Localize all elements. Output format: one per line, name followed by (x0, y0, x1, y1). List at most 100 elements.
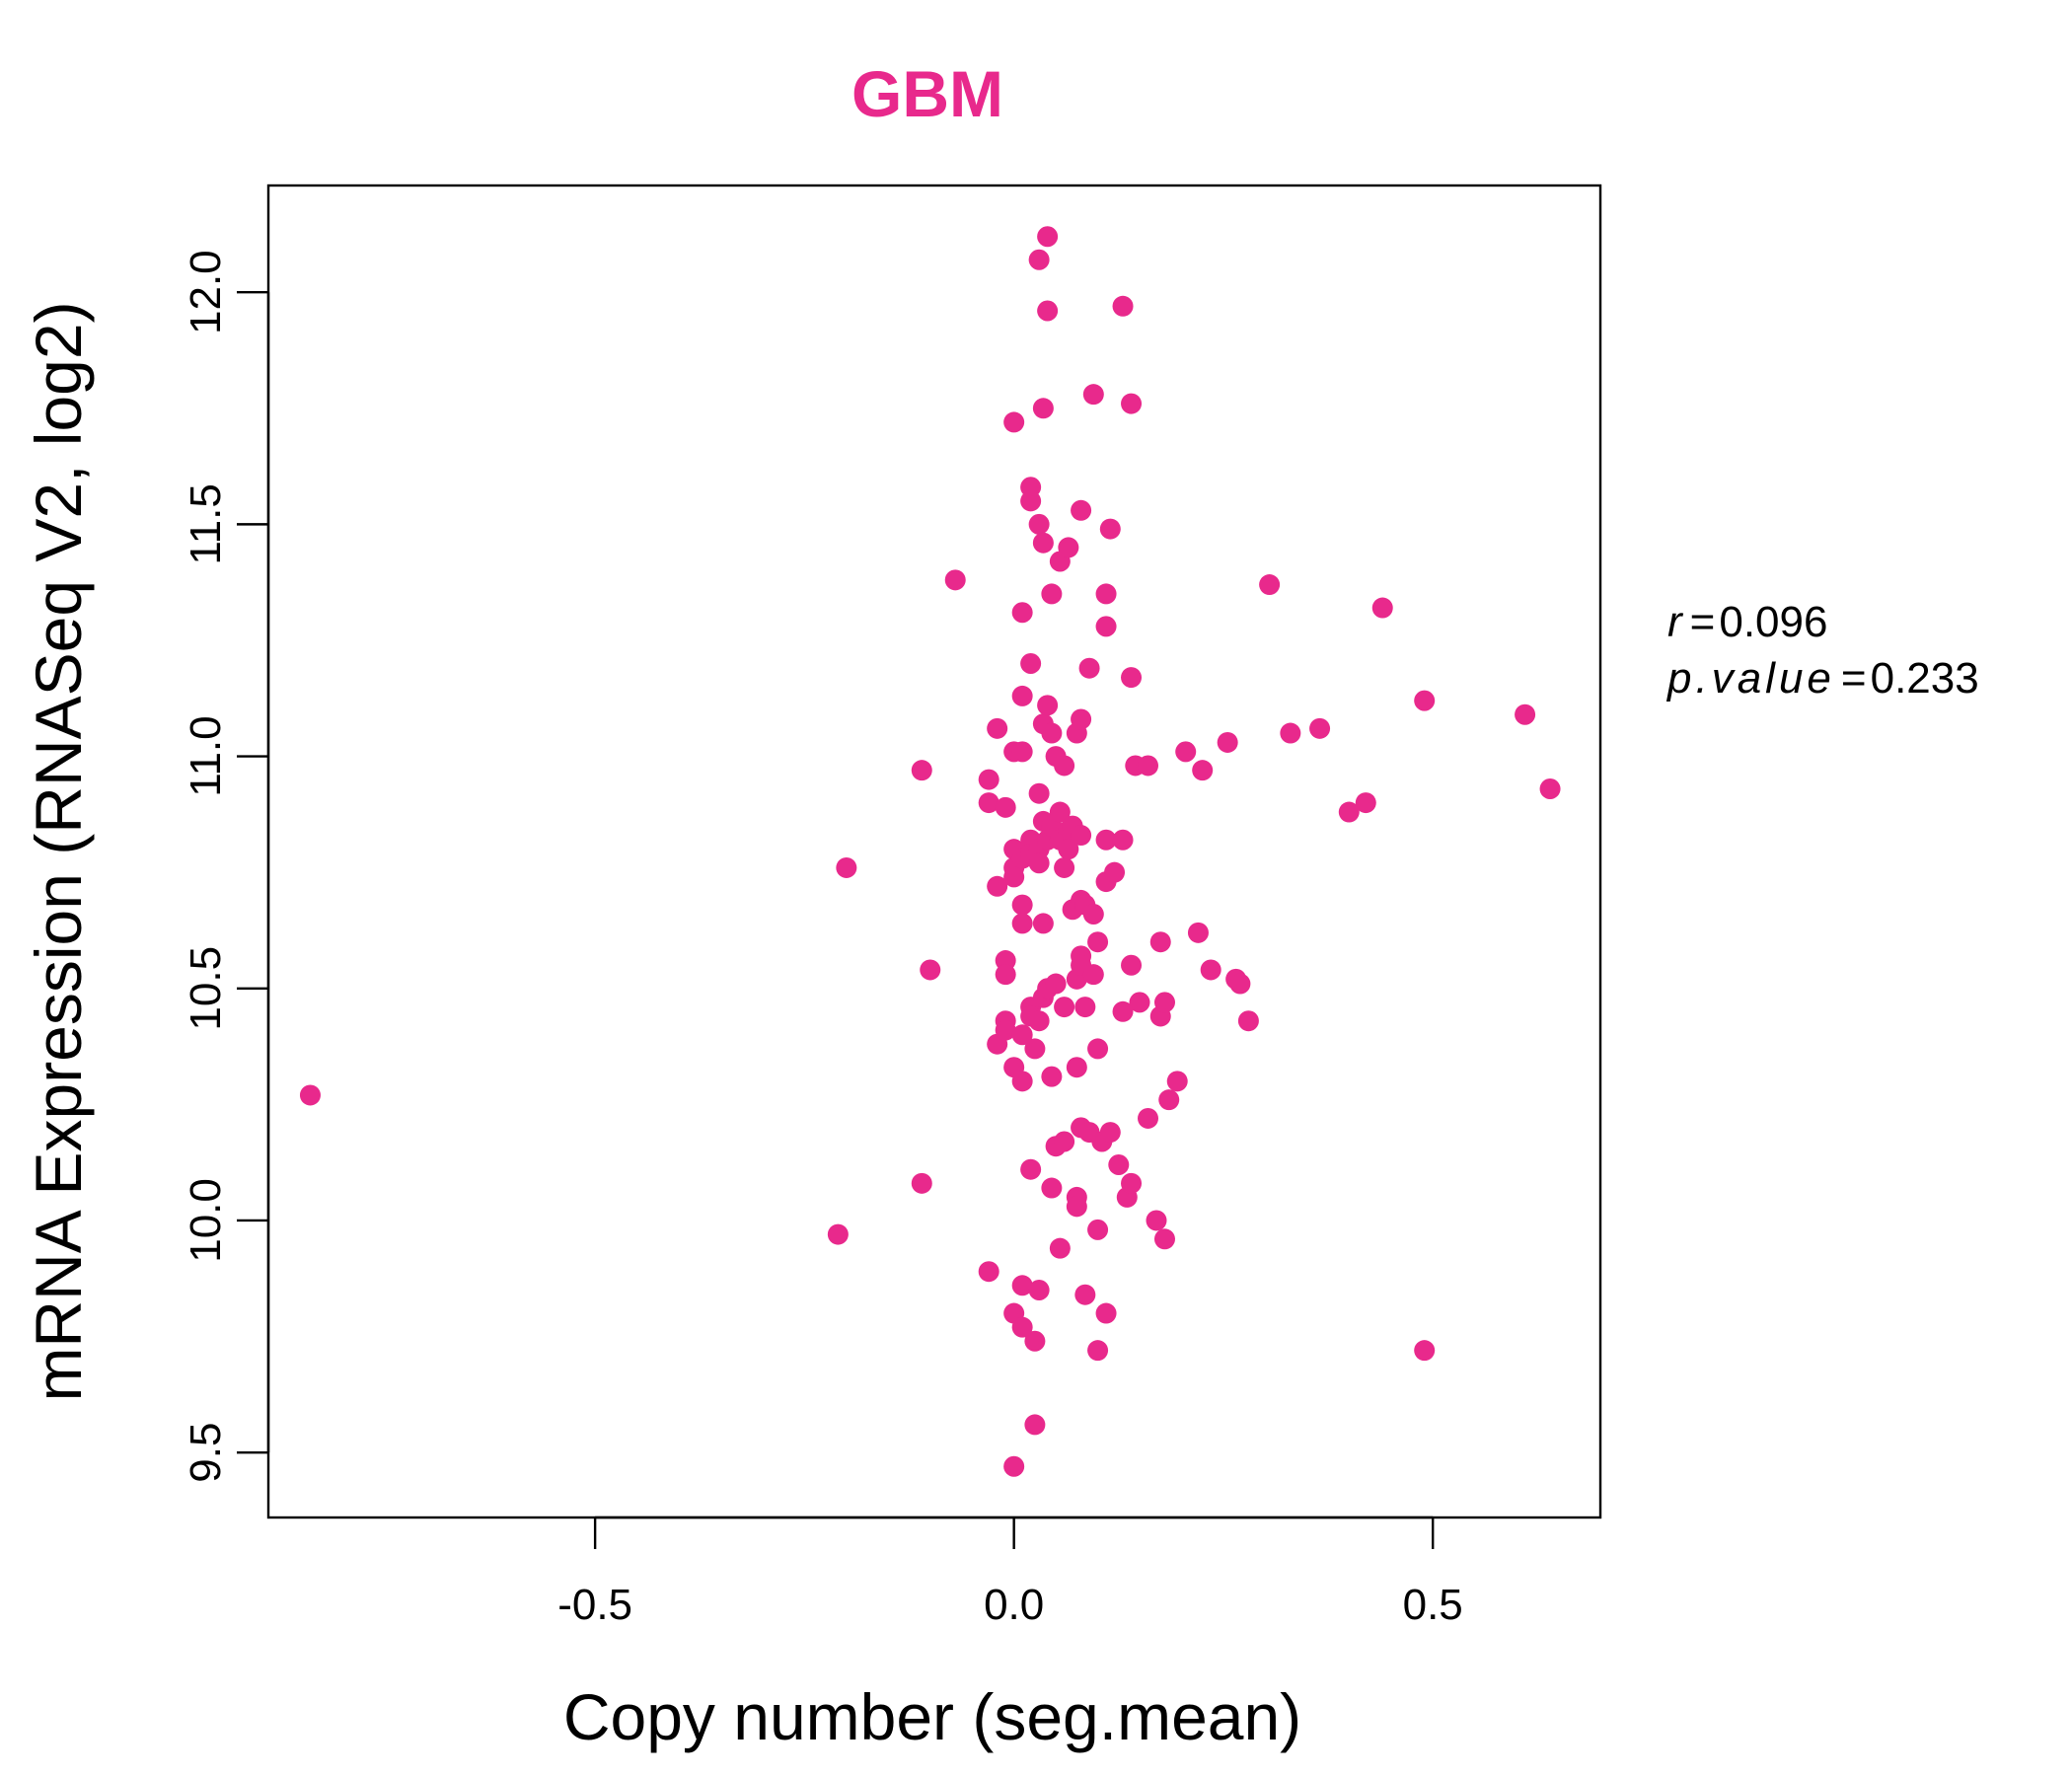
y-tick-label: 10.5 (182, 946, 230, 1031)
data-point (1108, 1154, 1130, 1176)
data-point (978, 769, 999, 790)
data-point (1217, 731, 1238, 753)
x-axis-title: Copy number (seg.mean) (563, 1680, 1301, 1753)
data-point (1121, 393, 1143, 414)
data-point (1074, 1284, 1096, 1305)
data-point (1104, 861, 1126, 883)
data-point (299, 1084, 321, 1106)
data-point (911, 760, 932, 781)
r-value: 0.096 (1719, 598, 1827, 646)
data-point (1121, 954, 1143, 976)
data-point (1054, 997, 1075, 1018)
data-point (1112, 295, 1134, 317)
data-point (1121, 1172, 1143, 1194)
data-point (920, 959, 941, 981)
data-point (1071, 708, 1092, 730)
data-point (1082, 384, 1104, 406)
data-point (1011, 1024, 1033, 1046)
y-tick-label: 12.0 (182, 250, 230, 334)
data-point (995, 964, 1016, 986)
data-point (1129, 992, 1150, 1013)
data-point (1149, 931, 1171, 953)
data-point (1028, 852, 1050, 874)
data-point (1058, 839, 1079, 860)
data-point (1087, 931, 1109, 953)
data-point (1280, 722, 1301, 744)
data-point (1414, 690, 1436, 711)
data-point (1054, 856, 1075, 878)
data-point (978, 1261, 999, 1283)
data-point (1087, 1219, 1109, 1240)
data-point (1037, 226, 1059, 248)
data-point (995, 796, 1016, 818)
p-label: p.value (1665, 654, 1835, 703)
data-point (1011, 894, 1033, 916)
data-point (1066, 1057, 1087, 1078)
data-point (1058, 537, 1079, 558)
data-point (1087, 1038, 1109, 1060)
data-point (1099, 1122, 1121, 1144)
data-point (1229, 973, 1251, 995)
data-point (1041, 1066, 1063, 1087)
data-point (827, 1223, 849, 1245)
data-point (1082, 964, 1104, 986)
data-point (1041, 1177, 1063, 1199)
data-point (1003, 411, 1025, 433)
data-point (1309, 717, 1331, 739)
correlation-stat: r =0.096 (1667, 598, 1827, 646)
data-point (1187, 922, 1209, 943)
data-point (1071, 825, 1092, 847)
data-point (1032, 913, 1054, 934)
data-point (1003, 866, 1025, 888)
data-point (1011, 685, 1033, 706)
data-point (1024, 1414, 1046, 1436)
data-point (1095, 616, 1117, 637)
data-point (1095, 829, 1117, 851)
data-point (1020, 652, 1042, 674)
data-point (1049, 801, 1071, 823)
data-point (1074, 997, 1096, 1018)
data-point (1028, 249, 1050, 270)
data-point (1095, 583, 1117, 605)
data-point (1028, 1280, 1050, 1301)
data-point (1200, 959, 1221, 981)
data-point (1146, 1210, 1167, 1231)
data-point (1041, 722, 1063, 744)
x-axis: -0.5 0.0 0.5 (557, 1516, 1463, 1629)
data-point (1011, 913, 1033, 934)
data-point (1037, 300, 1059, 322)
data-point (1011, 1275, 1033, 1296)
data-point (1011, 1316, 1033, 1338)
r-label: r (1667, 598, 1684, 646)
y-tick-label: 10.0 (182, 1178, 230, 1263)
data-point (1138, 1107, 1159, 1129)
y-axis: 9.5 10.0 10.5 11.0 11.5 12.0 (182, 250, 270, 1483)
data-point (995, 1019, 1016, 1041)
data-point (1032, 398, 1054, 419)
data-point (1071, 499, 1092, 521)
plot-frame (266, 184, 1602, 1519)
data-point (1066, 1196, 1087, 1218)
data-point (1045, 973, 1067, 995)
p-value: 0.233 (1871, 654, 1979, 703)
data-point (1028, 513, 1050, 535)
data-point (1371, 597, 1393, 619)
data-point (1095, 1302, 1117, 1324)
data-point (1237, 1010, 1259, 1032)
data-point (1054, 1131, 1075, 1152)
data-point (1028, 1010, 1050, 1032)
data-point (1259, 574, 1281, 596)
y-axis-title: mRNA Expression (RNASeq V2, log2) (22, 301, 95, 1401)
data-point (1175, 741, 1197, 763)
pvalue-stat: p.value =0.233 (1665, 654, 1979, 703)
data-point (1003, 1455, 1025, 1477)
data-point (1138, 755, 1159, 777)
data-point (1112, 1000, 1134, 1022)
data-points (299, 226, 1561, 1477)
x-tick-label: 0.0 (984, 1581, 1044, 1629)
data-point (1020, 1158, 1042, 1180)
data-point (1338, 801, 1360, 823)
x-tick-label: -0.5 (557, 1581, 632, 1629)
data-point (1515, 703, 1536, 725)
